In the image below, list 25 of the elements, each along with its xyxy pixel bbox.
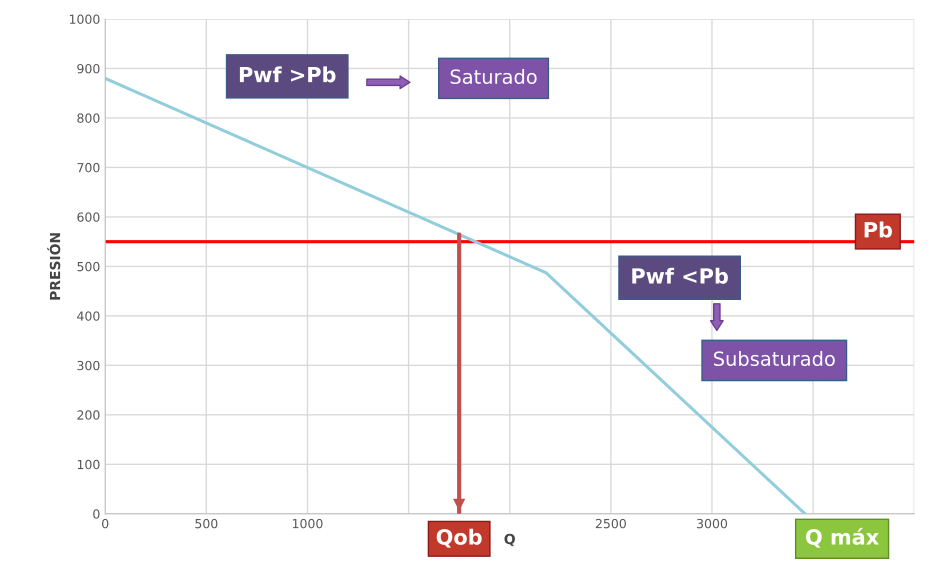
y-tick-label: 200	[77, 410, 100, 420]
y-tick-label: 900	[77, 64, 100, 74]
x-tick-label: 1000	[292, 518, 323, 528]
ref-line-label: Pb	[864, 222, 892, 238]
y-tick-label: 800	[77, 113, 100, 123]
x-axis-title: Q	[504, 534, 515, 546]
y-tick-label: 300	[77, 360, 100, 370]
y-tick-label: 400	[77, 311, 100, 321]
x-tick-label: 2500	[596, 518, 626, 528]
y-tick-label: 100	[78, 460, 100, 470]
x-tick-label: 3000	[697, 518, 728, 528]
annotation: Subsaturado	[714, 351, 835, 366]
x-tick-label: 0	[102, 518, 108, 528]
y-tick-label: 600	[77, 212, 100, 222]
annotation: Q máx	[806, 528, 879, 548]
annotation: Pwf >Pb	[240, 66, 336, 82]
y-tick-label: 0	[93, 509, 100, 519]
x-tick-label: 500	[195, 518, 218, 528]
ref-line-label: Qob	[436, 528, 482, 548]
y-tick-label: 700	[78, 162, 100, 172]
y-axis-title: PRESIÓN	[47, 233, 60, 300]
annotation: Saturado	[450, 68, 537, 84]
annotation: Pwf <Pb	[632, 268, 728, 284]
y-tick-label: 500	[77, 262, 100, 272]
y-tick-label: 1000	[70, 14, 100, 24]
